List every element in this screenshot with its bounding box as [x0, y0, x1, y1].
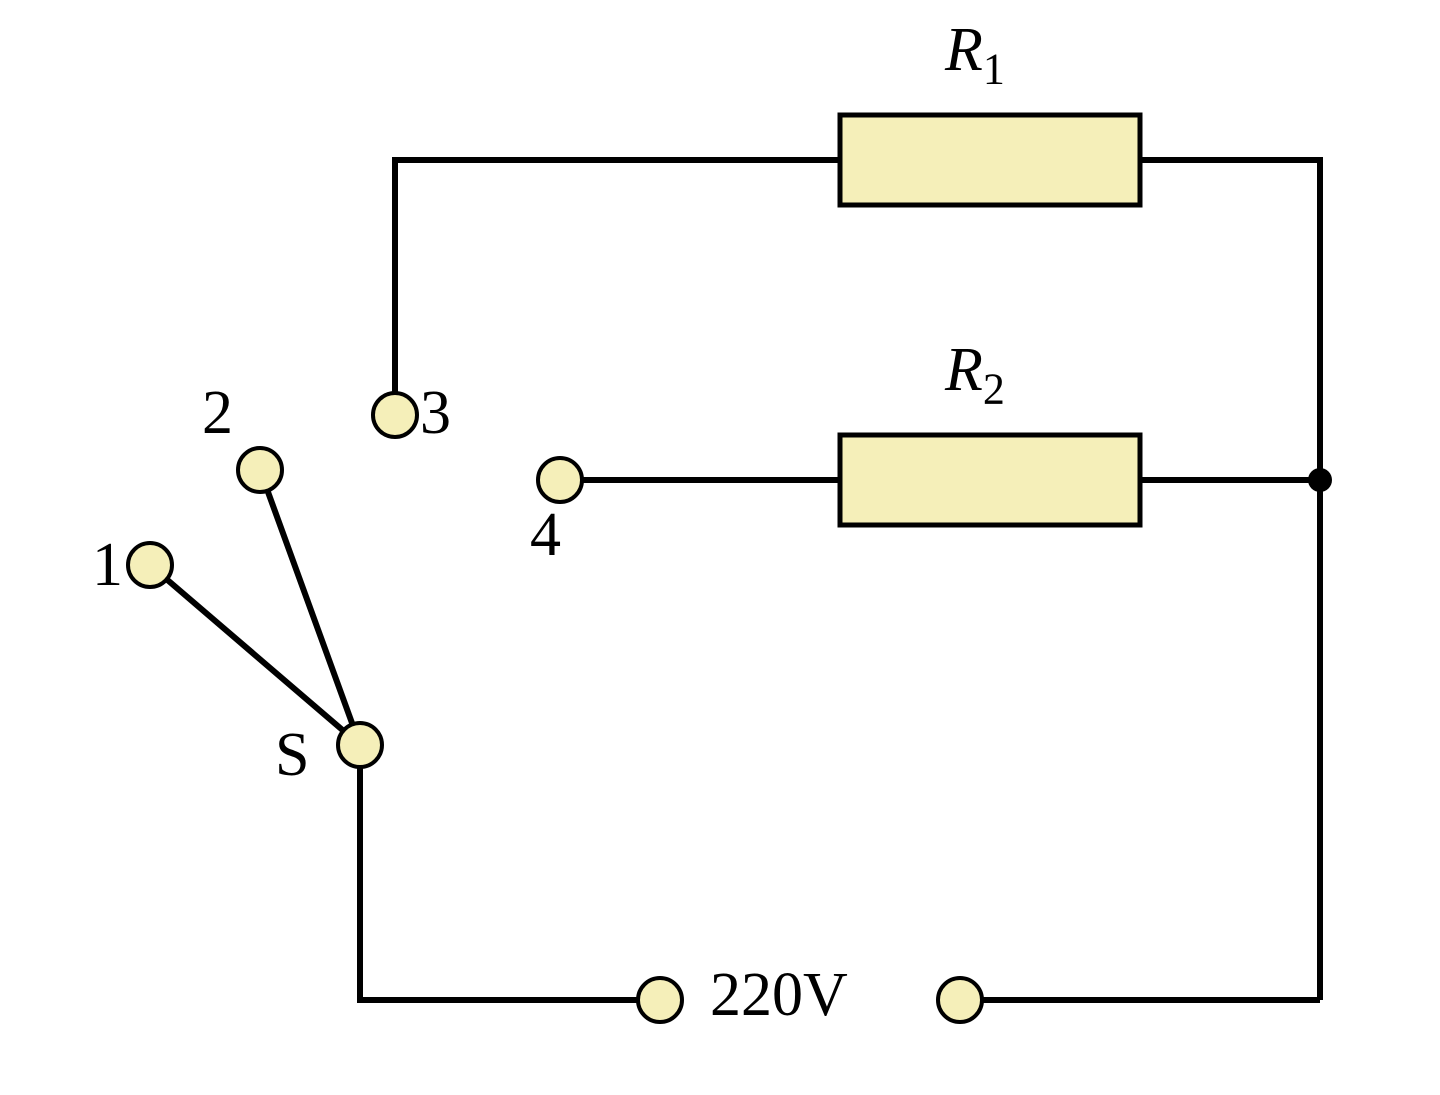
circuit-svg: [0, 0, 1440, 1090]
circuit-diagram: R1 R2 1 2 3 4 S 220V: [0, 0, 1440, 1090]
label-r1: R1: [945, 15, 1005, 94]
label-r1-symbol: R: [945, 16, 983, 84]
label-terminal-1: 1: [92, 530, 123, 601]
label-switch-s: S: [275, 720, 309, 791]
label-voltage: 220V: [710, 960, 848, 1031]
label-terminal-4: 4: [530, 500, 561, 571]
wire-t3-to-r1: [395, 160, 840, 415]
junction-node: [1308, 468, 1332, 492]
terminal-1: [128, 543, 172, 587]
terminal-2: [238, 448, 282, 492]
resistor-r1: [840, 115, 1140, 205]
terminal-3: [373, 393, 417, 437]
label-r2-sub: 2: [983, 364, 1005, 413]
voltage-terminal-right: [938, 978, 982, 1022]
label-r1-sub: 1: [983, 44, 1005, 93]
wire-bottom-left-to-s: [360, 745, 660, 1000]
terminal-s: [338, 723, 382, 767]
wire-r1-to-junction: [1140, 160, 1320, 480]
label-r2-symbol: R: [945, 336, 983, 404]
label-r2: R2: [945, 335, 1005, 414]
resistor-r2: [840, 435, 1140, 525]
label-terminal-3: 3: [420, 378, 451, 449]
terminal-4: [538, 458, 582, 502]
label-terminal-2: 2: [202, 378, 233, 449]
voltage-terminal-left: [638, 978, 682, 1022]
